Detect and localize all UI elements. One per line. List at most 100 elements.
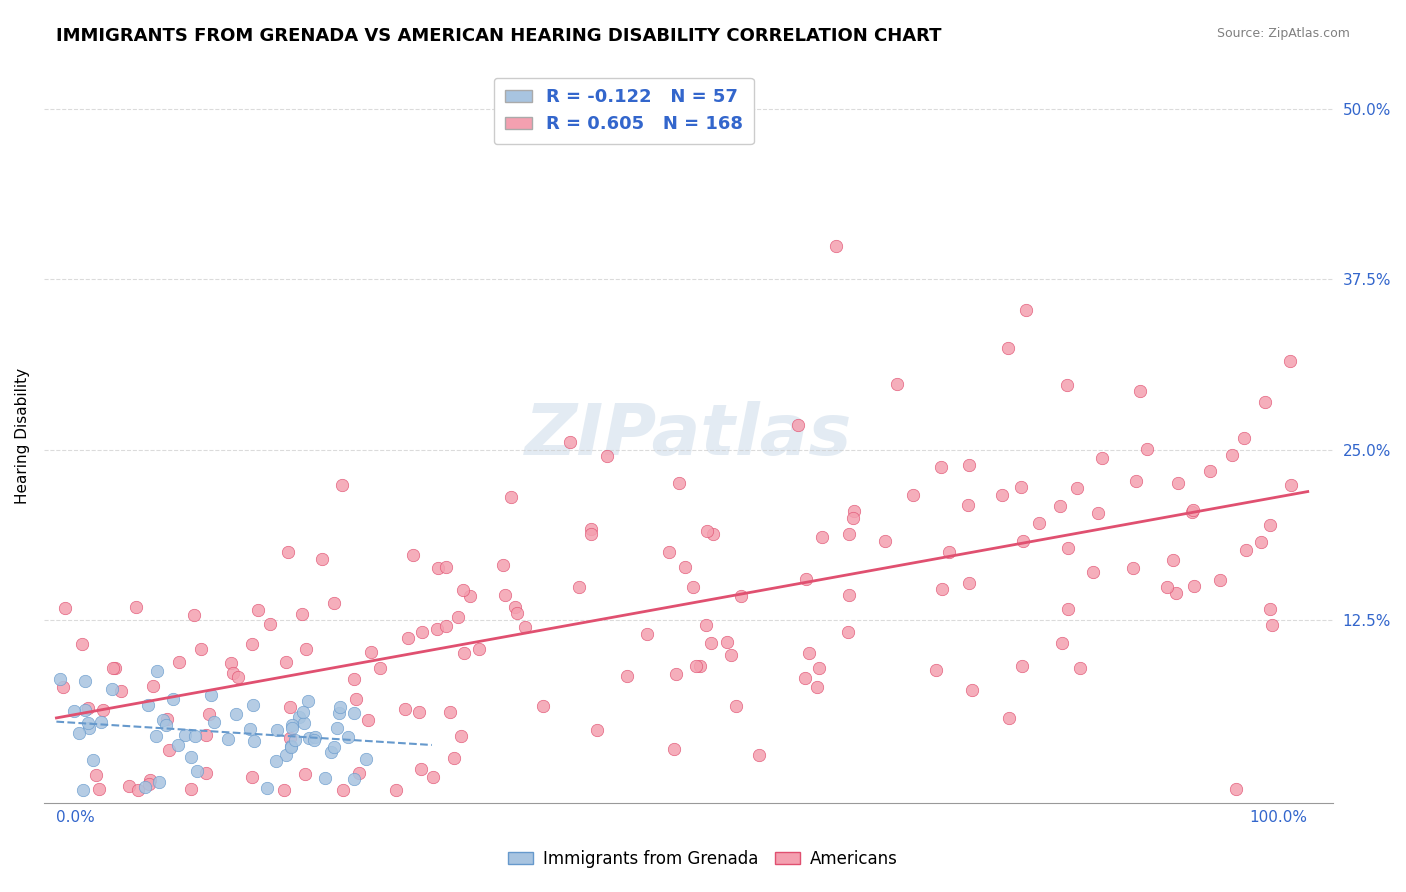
Point [195,766,218,780]
Point [1010,480,1032,494]
Point [956,498,979,512]
Point [503,600,526,615]
Point [450,729,472,743]
Point [180,749,202,764]
Point [174,728,197,742]
Point [278,699,301,714]
Point [1056,541,1078,556]
Point [998,711,1021,725]
Point [73,674,96,689]
Legend: R = -0.122   N = 57, R = 0.605   N = 168: R = -0.122 N = 57, R = 0.605 N = 168 [494,78,754,145]
Point [1091,451,1114,466]
Point [152,713,174,727]
Point [702,527,724,541]
Point [1050,636,1073,650]
Point [730,589,752,603]
Point [73,703,96,717]
Point [1069,661,1091,675]
Point [724,698,747,713]
Point [411,625,433,640]
Point [665,666,688,681]
Point [838,589,860,603]
Point [67,726,90,740]
Point [596,450,619,464]
Point [323,596,346,610]
Point [323,739,346,754]
Point [222,665,245,680]
Point [89,782,111,797]
Point [531,698,554,713]
Point [682,580,704,594]
Point [240,636,263,650]
Point [1015,302,1038,317]
Point [90,714,112,729]
Point [558,434,581,449]
Point [288,710,311,724]
Point [1129,384,1152,398]
Point [156,712,179,726]
Point [332,782,354,797]
Point [426,560,449,574]
Point [297,694,319,708]
Point [180,781,202,796]
Point [806,680,828,694]
Text: ZIPatlas: ZIPatlas [524,401,852,470]
Point [281,718,304,732]
Point [183,729,205,743]
Point [134,780,156,795]
Point [931,582,953,596]
Point [1167,476,1189,491]
Point [344,692,367,706]
Point [1220,448,1243,462]
Point [439,706,461,720]
Point [298,731,321,746]
Point [1056,378,1078,392]
Point [63,704,86,718]
Point [273,782,295,797]
Point [127,782,149,797]
Point [786,417,808,432]
Point [217,731,239,746]
Point [1066,481,1088,495]
Point [409,762,432,776]
Point [148,774,170,789]
Point [103,661,125,675]
Point [460,589,482,603]
Point [748,748,770,763]
Point [811,530,834,544]
Point [402,548,425,562]
Point [319,745,342,759]
Point [256,781,278,796]
Point [1136,442,1159,456]
Point [304,730,326,744]
Point [447,609,470,624]
Point [259,617,281,632]
Y-axis label: Hearing Disability: Hearing Disability [15,368,30,504]
Point [1182,579,1205,593]
Point [699,636,721,650]
Point [1225,781,1247,796]
Point [291,607,314,621]
Point [278,731,301,745]
Legend: Immigrants from Grenada, Americans: Immigrants from Grenada, Americans [502,844,904,875]
Point [925,663,948,677]
Point [793,671,815,685]
Point [1011,659,1033,673]
Point [167,655,190,669]
Point [343,772,366,786]
Point [513,620,536,634]
Point [155,718,177,732]
Point [198,706,221,721]
Point [1181,505,1204,519]
Point [1278,354,1301,368]
Point [695,618,717,632]
Point [360,645,382,659]
Point [247,602,270,616]
Point [136,698,159,712]
Point [311,551,333,566]
Point [226,670,249,684]
Point [70,638,93,652]
Point [501,490,523,504]
Point [302,732,325,747]
Point [125,599,148,614]
